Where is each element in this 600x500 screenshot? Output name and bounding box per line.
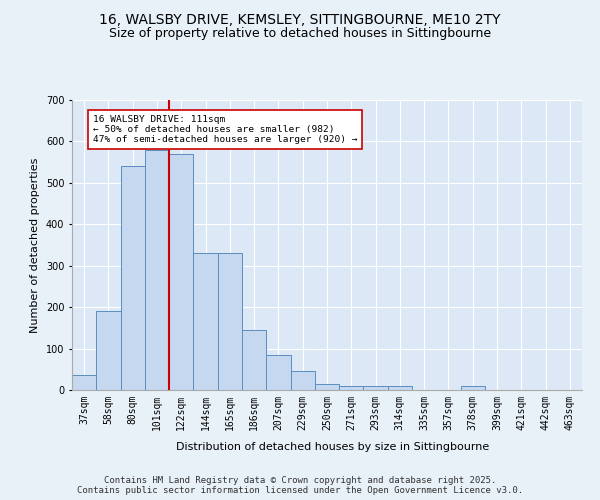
Bar bbox=[121, 166, 145, 390]
Text: Distribution of detached houses by size in Sittingbourne: Distribution of detached houses by size … bbox=[176, 442, 490, 452]
Y-axis label: Number of detached properties: Number of detached properties bbox=[31, 158, 40, 332]
Bar bbox=[315, 384, 339, 390]
Text: 16 WALSBY DRIVE: 111sqm
← 50% of detached houses are smaller (982)
47% of semi-d: 16 WALSBY DRIVE: 111sqm ← 50% of detache… bbox=[92, 114, 357, 144]
Text: Size of property relative to detached houses in Sittingbourne: Size of property relative to detached ho… bbox=[109, 28, 491, 40]
Bar bbox=[461, 386, 485, 390]
Bar bbox=[266, 355, 290, 390]
Bar bbox=[339, 386, 364, 390]
Bar bbox=[96, 312, 121, 390]
Bar bbox=[145, 150, 169, 390]
Bar bbox=[388, 386, 412, 390]
Bar bbox=[290, 372, 315, 390]
Bar bbox=[364, 386, 388, 390]
Text: Contains HM Land Registry data © Crown copyright and database right 2025.
Contai: Contains HM Land Registry data © Crown c… bbox=[77, 476, 523, 495]
Bar bbox=[218, 254, 242, 390]
Bar bbox=[169, 154, 193, 390]
Bar bbox=[193, 254, 218, 390]
Bar bbox=[242, 330, 266, 390]
Text: 16, WALSBY DRIVE, KEMSLEY, SITTINGBOURNE, ME10 2TY: 16, WALSBY DRIVE, KEMSLEY, SITTINGBOURNE… bbox=[99, 12, 501, 26]
Bar bbox=[72, 374, 96, 390]
